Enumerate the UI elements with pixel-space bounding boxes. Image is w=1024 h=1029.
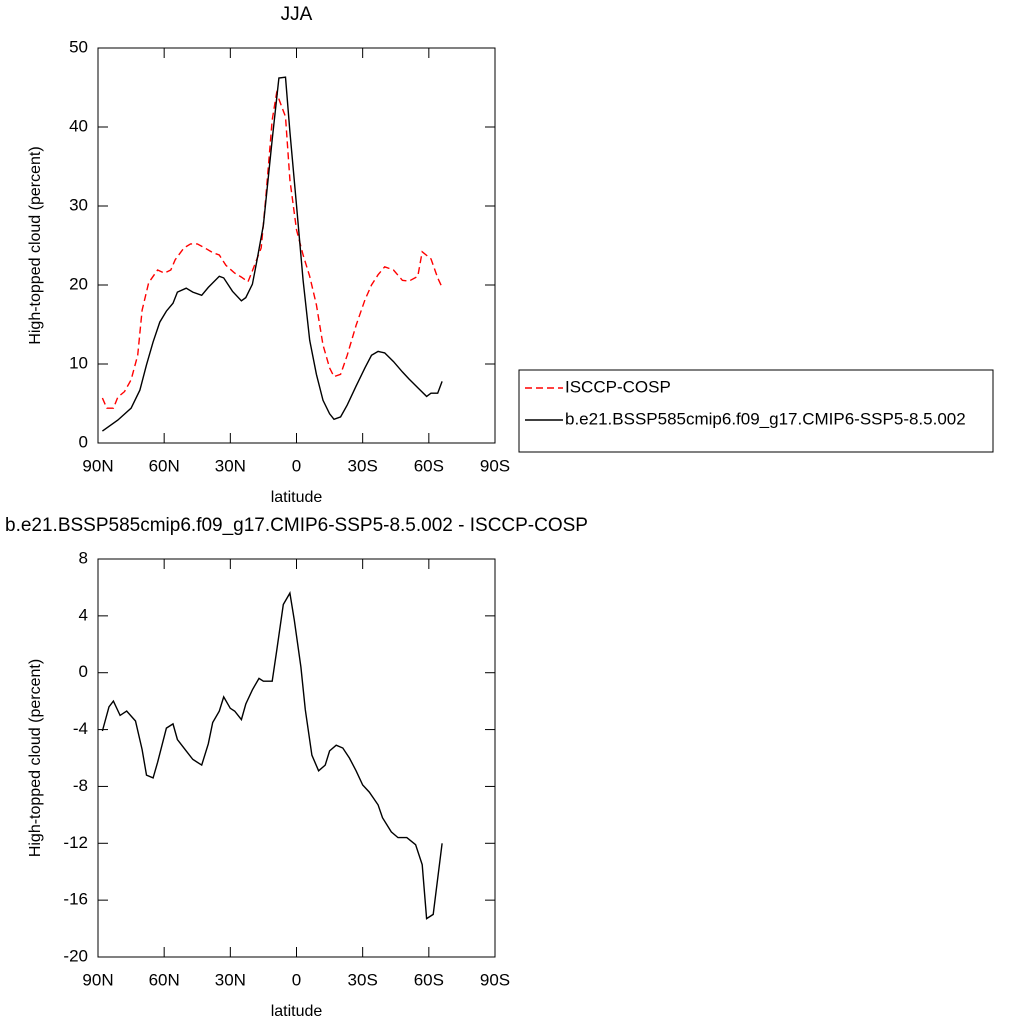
x-tick-label: 60S bbox=[414, 970, 444, 989]
x-tick-label: 0 bbox=[292, 970, 301, 989]
y-tick-label: 50 bbox=[69, 37, 88, 56]
x-tick-label: 90S bbox=[480, 456, 510, 475]
legend-label: b.e21.BSSP585cmip6.f09_g17.CMIP6-SSP5-8.… bbox=[565, 409, 966, 428]
y-axis-label: High-topped cloud (percent) bbox=[27, 659, 44, 857]
x-tick-label: 60N bbox=[149, 970, 180, 989]
x-tick-label: 30S bbox=[348, 970, 378, 989]
data-line bbox=[101, 591, 443, 920]
x-tick-label: 30N bbox=[215, 970, 246, 989]
legend-label: ISCCP-COSP bbox=[565, 377, 671, 396]
x-tick-label: 90S bbox=[480, 970, 510, 989]
y-tick-label: -8 bbox=[73, 776, 88, 795]
chart-title: JJA bbox=[281, 4, 313, 25]
y-tick-label: -4 bbox=[73, 719, 88, 738]
y-tick-label: -20 bbox=[63, 946, 88, 965]
y-tick-label: 40 bbox=[69, 116, 88, 135]
plot-frame bbox=[97, 47, 496, 444]
y-tick-label: 4 bbox=[79, 605, 88, 624]
chart-title: b.e21.BSSP585cmip6.f09_g17.CMIP6-SSP5-8.… bbox=[5, 515, 588, 536]
x-tick-label: 90N bbox=[82, 456, 113, 475]
x-tick-label: 60S bbox=[414, 456, 444, 475]
y-tick-label: 20 bbox=[69, 274, 88, 293]
x-tick-label: 60N bbox=[149, 456, 180, 475]
data-line bbox=[101, 90, 443, 409]
y-tick-label: 30 bbox=[69, 195, 88, 214]
legend-box bbox=[518, 369, 994, 453]
y-tick-label: 10 bbox=[69, 353, 88, 372]
x-tick-label: 30N bbox=[215, 456, 246, 475]
x-tick-label: 90N bbox=[82, 970, 113, 989]
x-tick-label: 0 bbox=[292, 456, 301, 475]
y-tick-label: 8 bbox=[79, 548, 88, 567]
y-tick-label: -16 bbox=[63, 890, 88, 909]
y-tick-label: -12 bbox=[63, 833, 88, 852]
data-line bbox=[101, 76, 443, 432]
y-axis-label: High-topped cloud (percent) bbox=[27, 146, 44, 344]
x-axis-label: latitude bbox=[271, 1003, 323, 1020]
y-tick-label: 0 bbox=[79, 432, 88, 451]
y-tick-label: 0 bbox=[79, 662, 88, 681]
x-tick-label: 30S bbox=[348, 456, 378, 475]
x-axis-label: latitude bbox=[271, 489, 323, 506]
